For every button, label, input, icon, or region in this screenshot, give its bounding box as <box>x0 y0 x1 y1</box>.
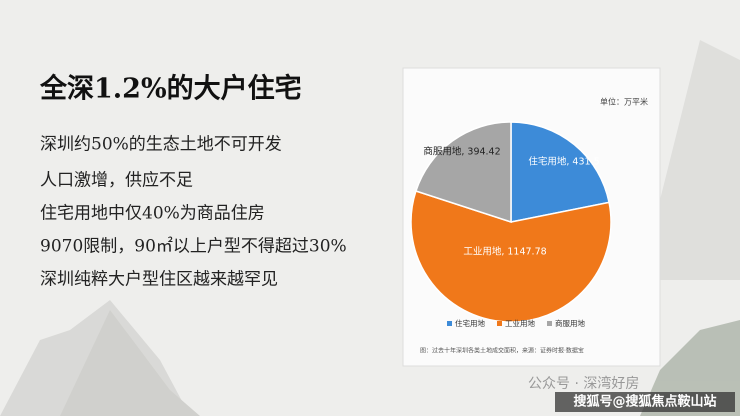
legend-swatch <box>447 321 452 326</box>
legend-label: 商服用地 <box>555 318 585 328</box>
data-label: 工业用地, 1147.78 <box>463 246 546 258</box>
pie-slice <box>510 121 610 223</box>
mountains <box>0 40 740 416</box>
legend: 住宅用地 工业用地 商服用地 <box>447 318 585 328</box>
legend-swatch <box>547 321 552 326</box>
legend-label: 住宅用地 <box>455 318 485 328</box>
slide-title: 全深1.2%的大户住宅 <box>39 73 302 105</box>
data-label: 商服用地, 394.42 <box>423 146 500 158</box>
watermark-bg <box>555 392 735 412</box>
watermark: 搜狐号@搜狐焦点鞍山站 <box>573 394 716 410</box>
unit-label: 单位：万平米 <box>600 97 648 107</box>
source: 图：过去十年深圳各类土地成交面积，来源：证券时报·数据宝 <box>420 347 584 355</box>
bullet: 深圳约50%的生态土地不可开发 <box>40 135 282 155</box>
bullet: 人口激增，供应不足 <box>40 171 193 191</box>
mountain-right <box>640 40 740 280</box>
bullet: 住宅用地中仅40%为商品住房 <box>40 204 265 224</box>
bullet: 深圳纯粹大户型住区越来越罕见 <box>40 270 278 290</box>
pie: 住宅用地, 431.5 工业用地, 1147.78 商服用地, 394.42 <box>410 121 612 323</box>
pie-slice <box>414 121 512 224</box>
pie-slice <box>410 190 612 323</box>
bullet: 9070限制，90㎡以上户型不得超过30% <box>40 237 347 257</box>
watermark: 公众号 · 深湾好房 <box>528 375 639 392</box>
legend-swatch <box>497 321 502 326</box>
legend-label: 工业用地 <box>505 318 535 328</box>
mountain-left-2 <box>60 310 200 416</box>
data-label: 住宅用地, 431.5 <box>528 156 599 168</box>
